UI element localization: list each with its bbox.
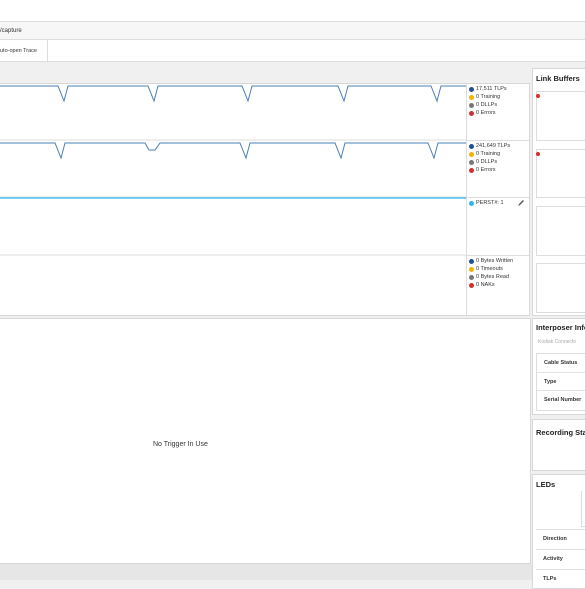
trigger-message: No Trigger In Use (153, 441, 208, 448)
legend-item: 0 Bytes Written (469, 257, 513, 265)
legend-item: 0 Training (469, 93, 500, 101)
legend-text: 241,649 TLPs (476, 143, 511, 149)
interposer-panel: Interposer Info Kodiak Connecto Cable St… (532, 318, 585, 415)
legend-item: 0 Training (469, 150, 500, 158)
edit-icon[interactable] (517, 199, 525, 207)
legend-text: 0 NAKs (476, 282, 495, 288)
legend-text: 0 Bytes Written (476, 258, 514, 264)
section-title: Interposer Info (536, 323, 585, 332)
bottom-bar (0, 564, 532, 580)
legend-text: 0 Errors (476, 110, 496, 116)
legend-item: 0 Errors (469, 166, 496, 174)
info-table: Cable Status Type Serial Number (536, 353, 585, 411)
legend-text: PERST#: 1 (476, 200, 504, 206)
legend-text: 0 Errors (476, 167, 496, 173)
section-title: Recording Stat (536, 428, 585, 437)
graphs-panel: 17,511 TLPs 0 Training 0 DLLPs 0 Errors … (0, 83, 530, 316)
table-row: Direction (536, 529, 585, 547)
legend-column: 17,511 TLPs 0 Training 0 DLLPs 0 Errors … (466, 84, 529, 315)
link-buffers-panel: Link Buffers (532, 68, 585, 316)
legend-item: 0 Bytes Read (469, 273, 509, 281)
legend-item: 0 Errors (469, 109, 496, 117)
legend-text: 17,511 TLPs (476, 86, 507, 92)
table-row: Serial Number (537, 390, 585, 408)
legend-text: 0 DLLPs (476, 102, 498, 108)
legend-text: 0 DLLPs (476, 159, 498, 165)
legend-item: 0 DLLPs (469, 158, 497, 166)
path-text: /capture (0, 28, 22, 34)
tlp-line (0, 85, 466, 103)
table-row: TLPs (536, 569, 585, 587)
legend-text: 0 Timeouts (476, 266, 503, 272)
legend-item: 0 NAKs (469, 281, 495, 289)
legend-text: 0 Training (476, 151, 501, 157)
recording-panel: Recording Stat (532, 419, 585, 471)
legend-item: 0 Timeouts (469, 265, 503, 273)
action-bar: uto-open Trace (0, 40, 585, 62)
legend-text: 0 Bytes Read (476, 274, 510, 280)
legend-item: PERST#: 1 (469, 199, 504, 207)
legend-text: 0 Training (476, 94, 501, 100)
tlp-line (0, 142, 466, 160)
section-title: LEDs (536, 480, 556, 489)
sparklines (0, 85, 466, 256)
legend-item: 241,649 TLPs (469, 142, 510, 150)
button-label: uto-open Trace (0, 48, 37, 54)
leds-panel: LEDs Direction Activity TLPs (532, 474, 585, 589)
trigger-panel: No Trigger In Use (0, 318, 531, 564)
auto-open-button[interactable]: uto-open Trace (0, 40, 48, 62)
table-row: Cable Status (544, 360, 578, 366)
section-title: Link Buffers (536, 74, 580, 83)
connector-label: Kodiak Connecto (538, 339, 577, 345)
legend-item: 0 DLLPs (469, 101, 497, 109)
path-bar: /capture (0, 22, 585, 40)
table-row: Type (537, 372, 585, 390)
table-row: Activity (536, 549, 585, 567)
top-bar (0, 0, 585, 22)
legend-item: 17,511 TLPs (469, 85, 507, 93)
